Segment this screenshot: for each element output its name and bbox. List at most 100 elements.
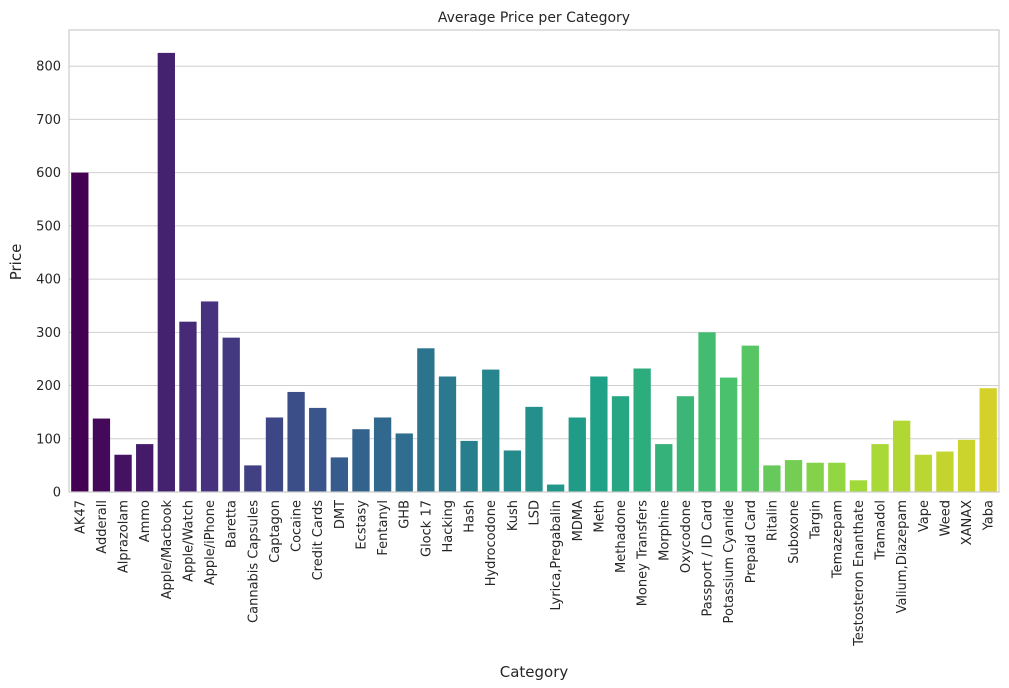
bar	[893, 420, 911, 492]
bar	[503, 450, 522, 492]
bar	[957, 439, 976, 492]
bar	[633, 368, 651, 492]
bar	[849, 480, 868, 492]
bar	[828, 462, 846, 492]
x-tick-label: Captagon	[268, 500, 283, 563]
bar	[655, 444, 673, 492]
x-tick-label: Yaba	[982, 500, 997, 531]
x-tick-label: Hash	[463, 500, 478, 533]
bar	[720, 377, 738, 492]
bar	[676, 396, 695, 492]
x-tick-label: GHB	[398, 500, 413, 529]
x-tick-label: Passport / ID Card	[701, 500, 716, 616]
bar	[244, 465, 262, 492]
y-tick-label: 700	[36, 113, 61, 128]
x-tick-label: Alprazolam	[117, 500, 132, 573]
x-tick-label: Vape	[917, 500, 932, 532]
y-tick-label: 100	[36, 432, 61, 447]
bar	[611, 396, 630, 492]
y-axis-ticks: 0 100 200 300 400 500 600 700 800	[36, 60, 61, 501]
x-tick-label: Tramadol	[874, 500, 889, 561]
x-tick-label: Adderall	[95, 500, 110, 554]
bar	[525, 406, 543, 492]
y-tick-label: 600	[36, 166, 61, 181]
bar	[698, 332, 716, 492]
bar	[763, 465, 781, 492]
x-tick-label: Ritalin	[765, 500, 780, 541]
x-tick-label: Lyrica,Pregabalin	[549, 500, 564, 611]
x-tick-label: Credit Cards	[311, 500, 326, 581]
x-tick-label: MDMA	[571, 500, 586, 541]
x-tick-label: Meth	[592, 500, 607, 533]
bar	[438, 376, 457, 492]
x-tick-label: Cocaine	[290, 500, 305, 552]
x-tick-label: Testosteron Enanthate	[852, 500, 867, 647]
bar	[179, 321, 197, 492]
x-tick-label: XANAX	[960, 500, 975, 545]
bar	[265, 417, 284, 492]
bar	[157, 52, 175, 493]
bar	[590, 376, 608, 492]
x-tick-label: Apple/Watch	[181, 500, 196, 582]
x-tick-label: Weed	[938, 500, 953, 536]
bars	[71, 52, 997, 493]
bar	[71, 172, 89, 493]
x-tick-label: Hacking	[441, 500, 456, 553]
bar	[914, 454, 932, 492]
bar	[482, 369, 500, 492]
x-tick-label: LSD	[528, 500, 543, 526]
x-axis-label: Category	[500, 663, 569, 681]
x-tick-label: AK47	[73, 500, 88, 534]
x-tick-label: Suboxone	[787, 500, 802, 564]
x-tick-label: Cannabis Capsules	[246, 500, 261, 623]
y-axis-label: Price	[7, 244, 25, 281]
bar	[309, 407, 327, 492]
bar	[784, 460, 803, 492]
y-tick-label: 300	[36, 326, 61, 341]
x-tick-label: Temazepam	[830, 500, 845, 579]
bar	[979, 388, 997, 492]
bar	[806, 462, 824, 492]
y-tick-label: 0	[53, 486, 61, 501]
x-tick-label: Ecstasy	[354, 500, 369, 550]
x-tick-label: Glock 17	[419, 500, 434, 557]
x-tick-label: Prepaid Card	[744, 500, 759, 583]
bar	[936, 451, 954, 492]
bar	[395, 433, 413, 492]
x-tick-label: Valium,Diazepam	[895, 500, 910, 613]
x-tick-label: Kush	[506, 500, 521, 531]
bar	[200, 301, 219, 492]
bar	[373, 417, 392, 492]
bar	[741, 345, 759, 492]
x-tick-label: Apple/iPhone	[203, 500, 218, 585]
bar	[222, 337, 240, 492]
x-tick-label: Money Transfers	[636, 500, 651, 607]
bar	[287, 391, 305, 492]
x-tick-label: Apple/Macbook	[160, 500, 175, 600]
x-tick-label: DMT	[333, 500, 348, 529]
x-tick-label: Morphine	[657, 500, 672, 561]
x-tick-label: Baretta	[225, 500, 240, 548]
plot-frame	[68, 29, 1000, 493]
bar	[546, 484, 565, 492]
bar	[136, 444, 154, 492]
y-tick-label: 500	[36, 219, 61, 234]
bar	[114, 454, 132, 492]
x-tick-label: Ammo	[138, 500, 153, 542]
bar	[460, 440, 478, 492]
x-tick-label: Targin	[809, 500, 824, 540]
x-tick-label: Methadone	[614, 500, 629, 573]
bar	[92, 418, 111, 492]
x-tick-label: Fentanyl	[376, 500, 391, 556]
y-tick-label: 800	[36, 60, 61, 75]
bar	[568, 417, 586, 492]
chart-title: Average Price per Category	[438, 10, 630, 26]
x-axis-ticks: AK47 Adderall Alprazolam Ammo Apple/Macbook A…	[73, 500, 996, 647]
y-tick-label: 200	[36, 379, 61, 394]
bar	[417, 348, 435, 492]
x-tick-label: Hydrocodone	[484, 500, 499, 586]
x-tick-label: Oxycodone	[679, 500, 694, 573]
x-tick-label: Potassium Cyanide	[722, 500, 737, 623]
bar	[871, 444, 889, 492]
